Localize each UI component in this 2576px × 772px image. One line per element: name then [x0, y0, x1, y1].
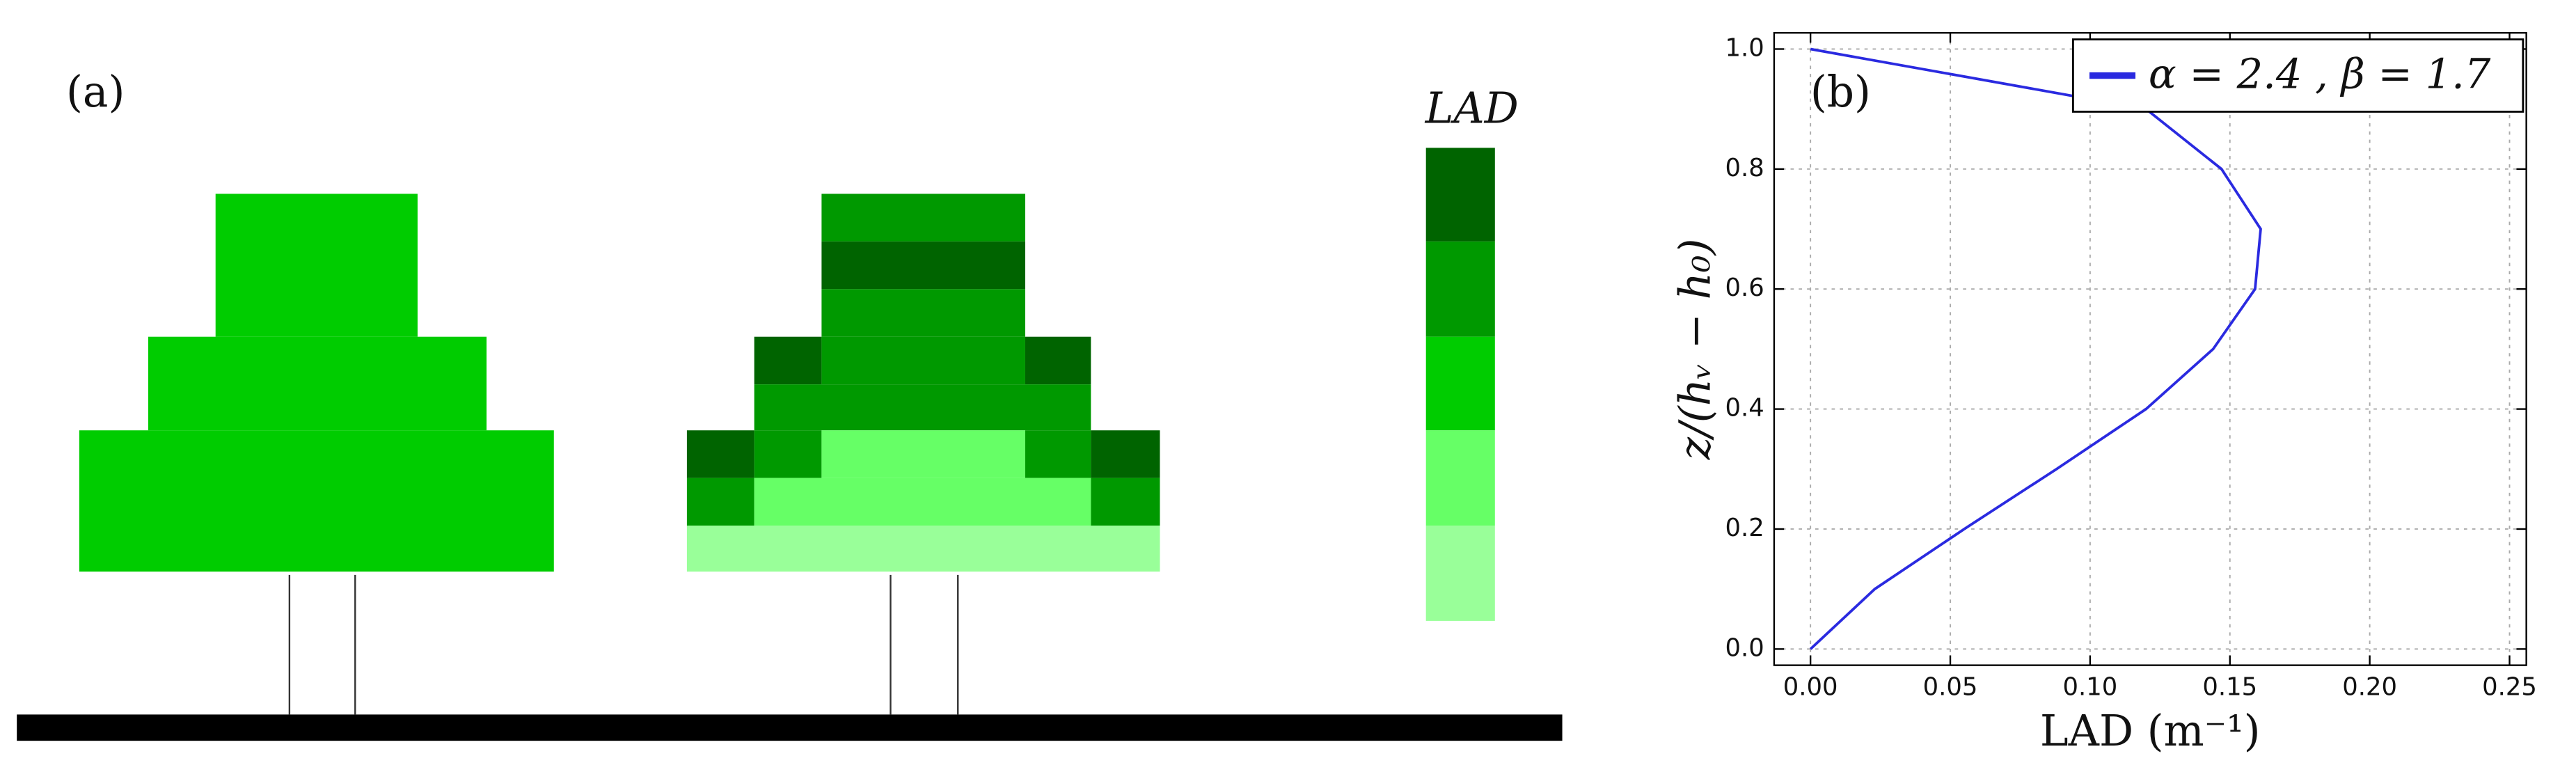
- x-tick-label: 0.00: [1783, 673, 1838, 702]
- plot-frame: [1773, 32, 2527, 666]
- panel-label: (a): [66, 68, 125, 117]
- colorbar-label: LAD: [1425, 84, 1519, 134]
- x-axis-label: LAD (m⁻¹): [2040, 707, 2261, 756]
- y-tick-label: 1.0: [1725, 33, 1764, 62]
- canopy: [215, 194, 418, 337]
- canopy: [79, 430, 554, 572]
- x-tick-label: 0.25: [2482, 673, 2537, 702]
- panel-b: 0.00 0.05 0.10 0.15 0.20 0.25 0.0 0.2 0.4 0.6 0.8 1…: [1671, 32, 2537, 756]
- panel-label: (b): [1810, 68, 1871, 117]
- x-tick-label: 0.20: [2342, 673, 2397, 702]
- x-tick-label: 0.10: [2063, 673, 2118, 702]
- y-tick-label: 0.8: [1725, 154, 1764, 182]
- y-tick-label: 0.4: [1725, 394, 1764, 423]
- y-tick-label: 0.0: [1725, 633, 1764, 662]
- legend-label: α = 2.4 , β = 1.7: [2149, 49, 2491, 97]
- x-tick-label: 0.15: [2202, 673, 2257, 702]
- colorbar: [1425, 148, 1495, 621]
- canopy: [148, 336, 487, 431]
- x-tick-label: 0.05: [1923, 673, 1978, 702]
- canopy: [686, 194, 1160, 572]
- panel-a: (a) LAD: [17, 68, 1563, 741]
- data-line: [1809, 47, 2262, 650]
- y-axis-label: z/(hᵥ − h₀): [1671, 239, 1721, 461]
- ground: [17, 714, 1563, 741]
- y-tick-label: 0.2: [1725, 514, 1764, 542]
- y-tick-label: 0.6: [1725, 274, 1764, 302]
- legend-box: [2071, 38, 2524, 113]
